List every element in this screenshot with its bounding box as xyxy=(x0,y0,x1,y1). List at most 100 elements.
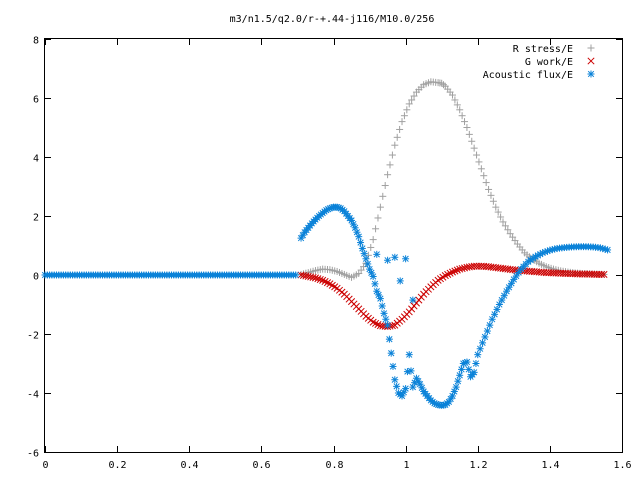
acoustic-flux-e-point xyxy=(371,280,379,288)
g-work-e-point xyxy=(451,267,459,275)
g-work-e-point xyxy=(309,273,317,282)
r-stress-e-point xyxy=(487,191,495,199)
legend-marker xyxy=(587,57,595,65)
acoustic-flux-e-point xyxy=(358,244,366,252)
acoustic-flux-e-point xyxy=(297,234,305,242)
g-work-e-point xyxy=(314,275,322,283)
r-stress-e-point xyxy=(403,106,411,114)
x-tick-label: 0.4 xyxy=(180,460,198,471)
r-stress-e-point xyxy=(374,214,382,222)
r-stress-e-point xyxy=(470,144,478,152)
acoustic-flux-e-point xyxy=(465,365,473,373)
chart-title: m3/n1.5/q2.0/r-+.44-j116/M10.0/256 xyxy=(230,14,435,25)
r-stress-e-point xyxy=(465,130,473,138)
acoustic-flux-e-point xyxy=(357,239,365,247)
r-stress-e-point xyxy=(458,112,466,120)
r-stress-e-point xyxy=(453,101,461,109)
acoustic-flux-e-point xyxy=(458,365,466,373)
acoustic-flux-e-point xyxy=(472,360,480,367)
r-stress-e-point xyxy=(438,79,446,87)
r-stress-e-point xyxy=(391,141,399,149)
y-tick-label: 0 xyxy=(33,272,39,283)
acoustic-flux-e-point xyxy=(364,260,372,268)
r-stress-e-point xyxy=(439,81,447,89)
acoustic-flux-e-point xyxy=(493,305,501,313)
r-stress-e-point xyxy=(396,125,404,133)
legend-marker xyxy=(587,44,595,52)
legend-marker xyxy=(587,70,595,78)
acoustic-flux-e-point xyxy=(385,335,393,343)
acoustic-flux-e-point xyxy=(393,382,401,390)
x-tick-label: 0.6 xyxy=(252,460,270,471)
g-work-e-point xyxy=(316,275,324,284)
acoustic-flux-e-point xyxy=(479,339,487,347)
r-stress-e-point xyxy=(475,158,483,166)
y-tick-label: -4 xyxy=(27,390,39,401)
acoustic-flux-e-point xyxy=(384,256,392,264)
y-tick-label: 8 xyxy=(33,36,39,47)
acoustic-flux-e-point xyxy=(452,383,460,391)
r-stress-e-point xyxy=(504,226,512,234)
r-stress-e-point xyxy=(456,106,464,114)
g-work-e-point xyxy=(311,274,320,282)
acoustic-flux-e-point xyxy=(495,301,503,308)
x-tick-label: 1.6 xyxy=(613,460,631,471)
legend-label: Acoustic flux/E xyxy=(483,70,573,81)
r-stress-e-point xyxy=(449,91,457,99)
r-stress-e-point xyxy=(480,172,488,180)
acoustic-flux-e-point xyxy=(391,253,399,261)
acoustic-flux-e-point xyxy=(604,246,612,254)
r-stress-e-point xyxy=(393,133,401,141)
r-stress-e-point xyxy=(381,182,389,190)
r-stress-e-point xyxy=(499,218,507,226)
r-stress-e-point xyxy=(477,165,485,173)
r-stress-e-point xyxy=(388,151,396,159)
acoustic-flux-e-point xyxy=(387,349,395,357)
r-stress-e-point xyxy=(489,197,497,205)
acoustic-flux-e-point xyxy=(389,362,397,370)
r-stress-e-point xyxy=(473,151,481,159)
acoustic-flux-e-point xyxy=(483,327,491,335)
axis-ticks: 0 0.2 0.4 0.6 0.8 1 1.2 1.4 1.6 8 6 4 2 0 -2 -4 -6 xyxy=(27,36,632,472)
r-stress-e-point xyxy=(405,100,413,108)
r-stress-e-point xyxy=(379,192,387,200)
acoustic-flux-e-point xyxy=(491,310,499,318)
g-work-e-point xyxy=(453,266,461,274)
x-tick-label: 0 xyxy=(42,460,48,471)
r-stress-e-point xyxy=(369,236,377,244)
r-stress-e-point xyxy=(451,96,459,104)
g-work-e-point xyxy=(448,268,457,276)
x-tick-label: 1 xyxy=(403,460,409,471)
acoustic-flux-e-point xyxy=(402,385,410,393)
x-tick-label: 0.2 xyxy=(108,460,126,471)
x-tick-label: 1.2 xyxy=(469,460,487,471)
acoustic-flux-e-point xyxy=(507,279,515,287)
acoustic-flux-e-point xyxy=(362,255,370,263)
acoustic-flux-e-point xyxy=(409,296,417,304)
r-stress-e-point xyxy=(410,92,418,100)
r-stress-e-point xyxy=(468,137,476,145)
acoustic-flux-e-point xyxy=(476,345,484,353)
legend-label: R stress/E xyxy=(513,44,573,55)
x-tick-label: 1.4 xyxy=(541,460,559,471)
acoustic-flux-e-point xyxy=(454,377,462,385)
acoustic-flux-e-point xyxy=(486,321,494,329)
r-stress-e-point xyxy=(501,222,509,230)
acoustic-flux-e-point xyxy=(378,302,386,310)
r-stress-e-point xyxy=(384,171,392,179)
g-work-e-point xyxy=(600,270,608,278)
acoustic-flux-e-point xyxy=(456,371,464,379)
y-tick-label: -6 xyxy=(27,449,39,460)
y-tick-label: 4 xyxy=(33,154,39,165)
acoustic-flux-e-point xyxy=(402,255,410,263)
r-stress-e-point xyxy=(492,203,500,211)
r-stress-e-point xyxy=(367,243,375,251)
y-tick-label: -2 xyxy=(27,331,39,342)
acoustic-flux-e-point xyxy=(396,277,404,285)
y-tick-label: 6 xyxy=(33,95,39,106)
acoustic-flux-e-point xyxy=(405,351,413,359)
acoustic-flux-e-point xyxy=(380,309,388,317)
acoustic-flux-e-point xyxy=(369,272,377,280)
acoustic-flux-e-point xyxy=(407,367,415,375)
